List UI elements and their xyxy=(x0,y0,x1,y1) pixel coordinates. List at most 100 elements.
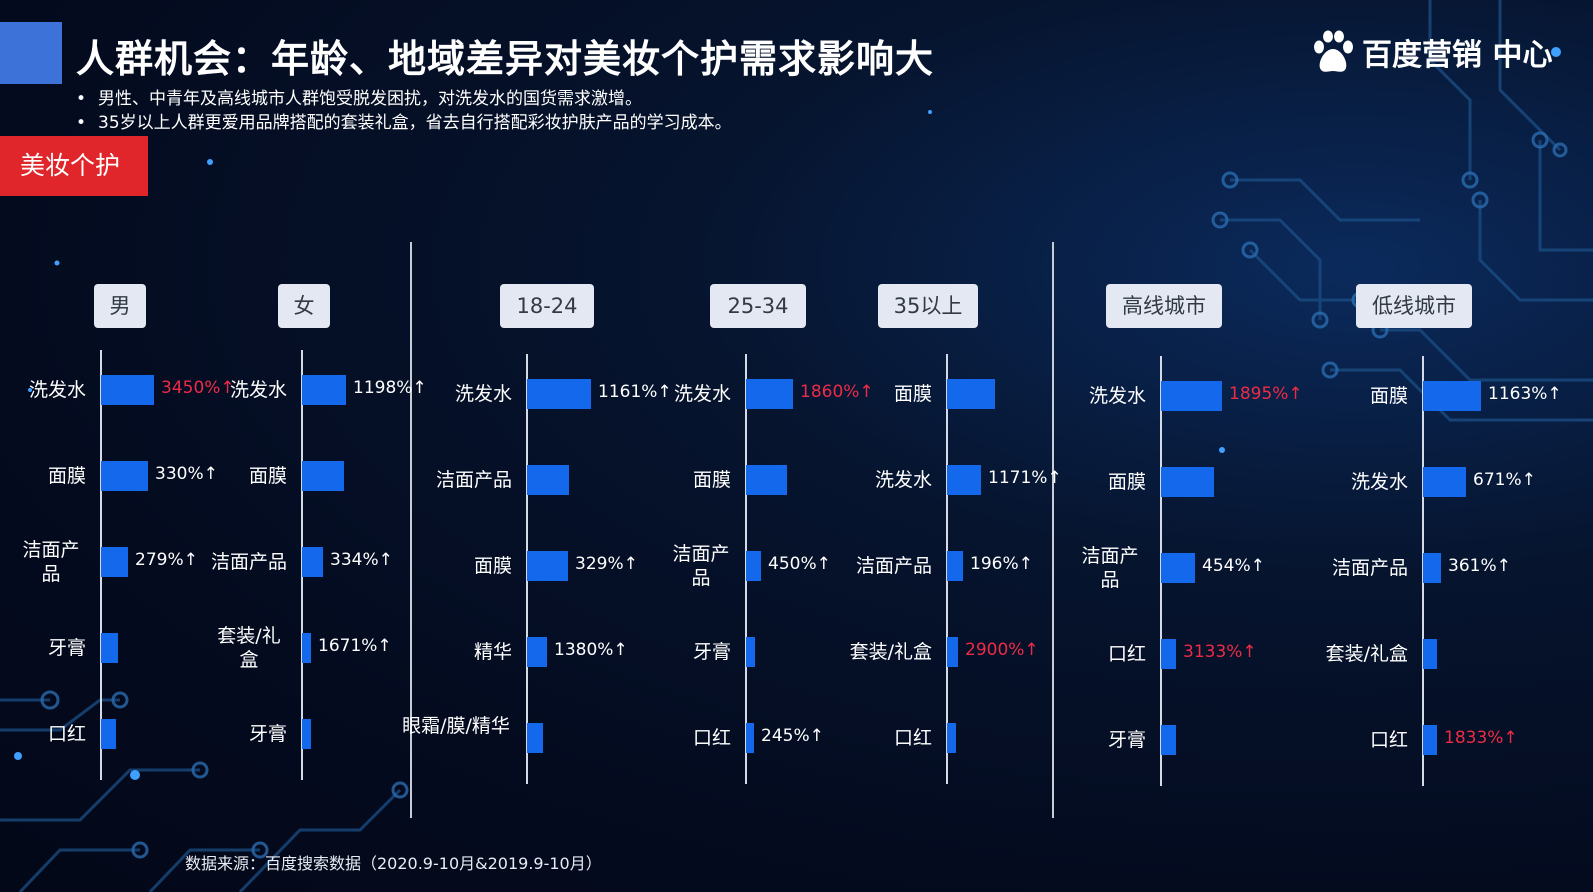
bar-label: 面膜 xyxy=(473,555,512,577)
chart-header-3: 18-24 xyxy=(500,284,594,328)
bar-label: 精华 xyxy=(473,641,512,663)
bar-value-label: 1833%↑ xyxy=(1444,728,1518,748)
bar-value-label: 1161%↑ xyxy=(598,382,672,402)
chart-header-2: 女 xyxy=(278,284,330,328)
bar xyxy=(101,719,116,749)
bar-value-label: 334%↑ xyxy=(330,550,393,570)
bar-label: 洗发水 xyxy=(1088,385,1146,407)
bar xyxy=(101,461,148,491)
bar-label: 口红 xyxy=(893,727,932,749)
bar xyxy=(101,547,128,577)
bar xyxy=(302,375,346,405)
bar-value-label: 454%↑ xyxy=(1202,556,1265,576)
bar xyxy=(1423,639,1437,669)
baidu-paw-icon xyxy=(1314,30,1353,72)
bar xyxy=(746,465,787,495)
bar-label: 牙膏 xyxy=(1107,729,1146,751)
bar-value-label: 2900%↑ xyxy=(965,640,1039,660)
bar-value-label: 450%↑ xyxy=(768,554,831,574)
bar xyxy=(1423,553,1441,583)
bar-label: 面膜 xyxy=(893,383,932,405)
bar xyxy=(1423,725,1437,755)
chart-header-7: 低线城市 xyxy=(1356,284,1472,328)
bar-value-label: 1671%↑ xyxy=(318,636,392,656)
bar xyxy=(1161,553,1195,583)
bar-label: 洁面产品 xyxy=(22,539,80,585)
bar xyxy=(302,719,311,749)
bar-label: 洁面产品 xyxy=(855,555,932,577)
bar xyxy=(746,551,761,581)
chart-header-5: 35以上 xyxy=(878,284,978,328)
bar xyxy=(1161,725,1176,755)
bar-label: 套装/礼盒 xyxy=(849,641,932,663)
bar-label: 洁面产品 xyxy=(210,551,287,573)
bar-label: 面膜 xyxy=(692,469,731,491)
bar-label: 套装/礼盒 xyxy=(217,625,281,671)
bar-label: 洗发水 xyxy=(28,379,86,401)
logo-text: 百度营销 中心 xyxy=(1362,38,1553,73)
bar xyxy=(746,723,754,753)
bar-label: 洗发水 xyxy=(454,383,512,405)
bar xyxy=(101,633,118,663)
baidu-logo: 百度营销 中心 xyxy=(1310,30,1552,74)
bar xyxy=(527,637,547,667)
bar-label: 洁面产品 xyxy=(435,469,512,491)
bar-label: 口红 xyxy=(1107,643,1146,665)
bar xyxy=(1161,467,1214,497)
bar xyxy=(527,379,591,409)
bar-label: 面膜 xyxy=(1107,471,1146,493)
bar xyxy=(947,379,995,409)
summary-bullets: 男性、中青年及高线城市人群饱受脱发困扰，对洗发水的国货需求激增。 35岁以上人群… xyxy=(76,87,732,135)
bar xyxy=(947,723,956,753)
bar-value-label: 3450%↑ xyxy=(161,378,235,398)
bar-label: 口红 xyxy=(1369,729,1408,751)
bar-label: 洁面产品 xyxy=(1081,545,1139,591)
bar xyxy=(746,379,793,409)
bullet-item: 男性、中青年及高线城市人群饱受脱发困扰，对洗发水的国货需求激增。 xyxy=(76,87,732,111)
bar xyxy=(947,637,958,667)
bar xyxy=(1161,639,1176,669)
bar xyxy=(947,551,963,581)
bar-label: 面膜 xyxy=(248,465,287,487)
bar xyxy=(302,547,323,577)
bar-value-label: 1198%↑ xyxy=(353,378,427,398)
title-accent-square xyxy=(0,22,62,84)
data-source: 数据来源：百度搜索数据（2020.9-10月&2019.9-10月） xyxy=(185,854,602,873)
bar xyxy=(947,465,981,495)
bar xyxy=(746,637,755,667)
bar xyxy=(527,723,543,753)
bar-label: 眼霜/膜/精华 xyxy=(402,715,510,737)
bullet-item: 35岁以上人群更爱用品牌搭配的套装礼盒，省去自行搭配彩妆护肤产品的学习成本。 xyxy=(76,111,732,135)
category-tag: 美妆个护 xyxy=(0,136,148,196)
chart-header-6: 高线城市 xyxy=(1106,284,1222,328)
bar-value-label: 361%↑ xyxy=(1448,556,1511,576)
bar-label: 面膜 xyxy=(1369,385,1408,407)
bar-label: 洗发水 xyxy=(1350,471,1408,493)
bar-label: 洗发水 xyxy=(673,383,731,405)
bar xyxy=(1423,381,1481,411)
bar xyxy=(527,551,568,581)
bar xyxy=(527,465,569,495)
page-title: 人群机会：年龄、地域差异对美妆个护需求影响大 xyxy=(76,37,935,81)
bar-value-label: 196%↑ xyxy=(970,554,1033,574)
bar xyxy=(302,461,344,491)
bar-label: 洁面产品 xyxy=(672,543,730,589)
bar-label: 口红 xyxy=(692,727,731,749)
bar-label: 洁面产品 xyxy=(1331,557,1408,579)
bar-value-label: 671%↑ xyxy=(1473,470,1536,490)
section-separator xyxy=(1052,242,1054,818)
bar xyxy=(1161,381,1222,411)
bar-value-label: 330%↑ xyxy=(155,464,218,484)
chart-header-1: 男 xyxy=(94,284,146,328)
bar-value-label: 1895%↑ xyxy=(1229,384,1303,404)
bar-value-label: 1860%↑ xyxy=(800,382,874,402)
bar-value-label: 245%↑ xyxy=(761,726,824,746)
bar xyxy=(1423,467,1466,497)
bar-label: 牙膏 xyxy=(692,641,731,663)
chart-header-4: 25-34 xyxy=(710,284,806,328)
bar-label: 牙膏 xyxy=(47,637,86,659)
bar-value-label: 329%↑ xyxy=(575,554,638,574)
bar-value-label: 1380%↑ xyxy=(554,640,628,660)
bar-label: 口红 xyxy=(47,723,86,745)
